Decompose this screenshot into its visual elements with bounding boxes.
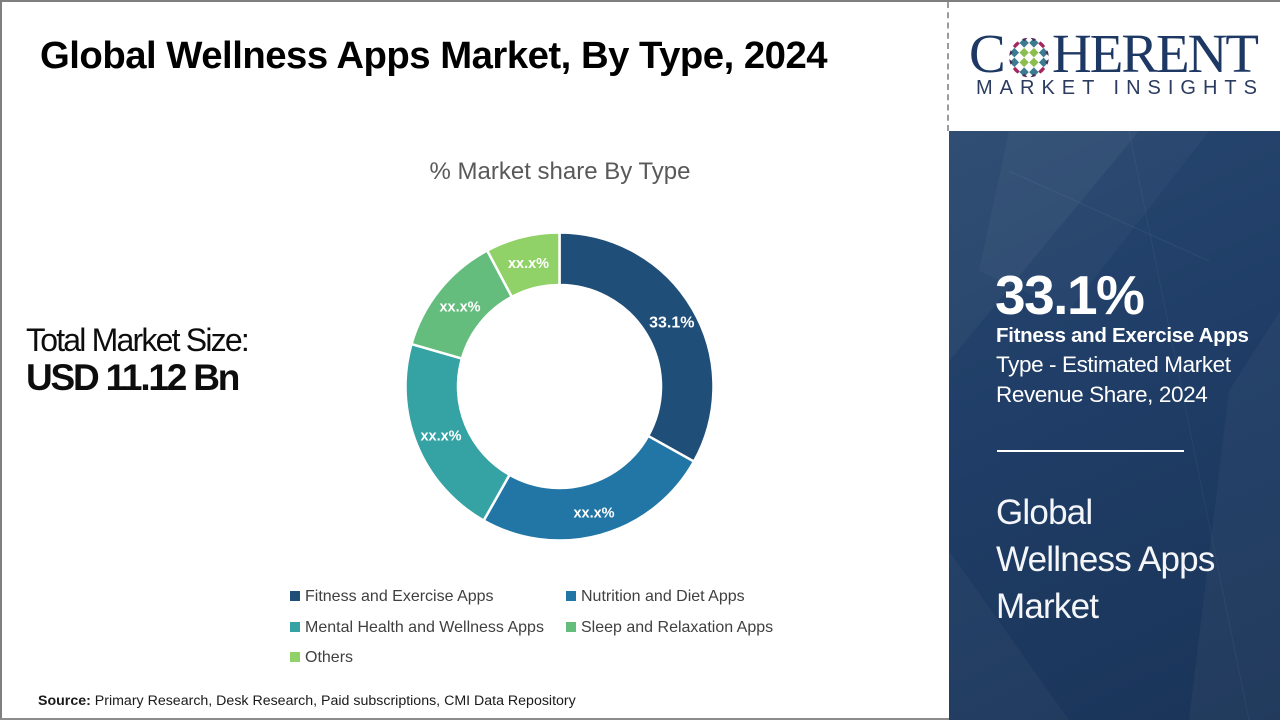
svg-text:xx.x%: xx.x% [420,428,461,444]
svg-text:C: C [969,25,1006,84]
svg-text:xx.x%: xx.x% [439,299,480,315]
svg-text:xx.x%: xx.x% [508,256,549,272]
svg-text:xx.x%: xx.x% [573,506,614,522]
svg-text:HERENT: HERENT [1052,25,1258,84]
svg-text:33.1%: 33.1% [649,315,694,332]
svg-text:MARKET INSIGHTS: MARKET INSIGHTS [976,77,1264,99]
